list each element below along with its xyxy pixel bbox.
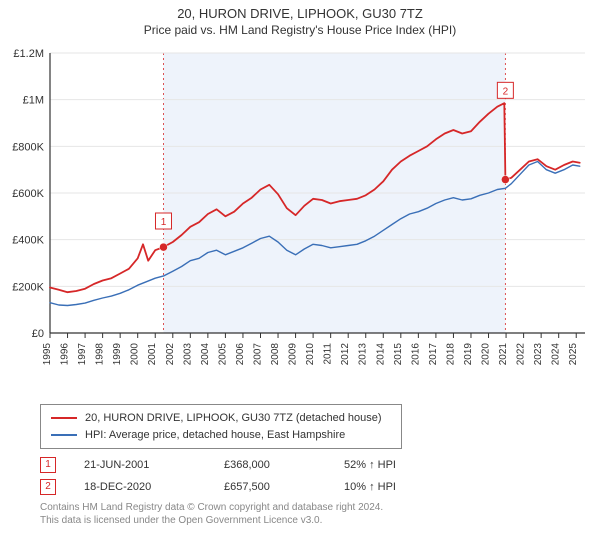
footer-text: Contains HM Land Registry data © Crown c… xyxy=(40,501,600,527)
sale-marker-dot xyxy=(501,176,509,184)
marker-date: 18-DEC-2020 xyxy=(84,481,224,493)
marker-date: 21-JUN-2001 xyxy=(84,459,224,471)
x-tick-label: 1999 xyxy=(112,343,123,366)
sale-marker-dot xyxy=(159,243,167,251)
chart-title: 20, HURON DRIVE, LIPHOOK, GU30 7TZ xyxy=(0,6,600,21)
marker-row: 1 21-JUN-2001£368,00052% ↑ HPI xyxy=(40,457,600,473)
x-tick-label: 2000 xyxy=(130,343,141,366)
x-tick-label: 1995 xyxy=(42,343,53,366)
x-tick-label: 2020 xyxy=(481,343,492,366)
x-tick-label: 2025 xyxy=(568,343,579,366)
x-tick-label: 1998 xyxy=(95,343,106,366)
x-tick-label: 2014 xyxy=(375,343,386,366)
x-tick-label: 2007 xyxy=(252,343,263,366)
legend-row: 20, HURON DRIVE, LIPHOOK, GU30 7TZ (deta… xyxy=(51,410,391,427)
markers-table: 1 21-JUN-2001£368,00052% ↑ HPI 2 18-DEC-202… xyxy=(40,457,600,495)
marker-price: £368,000 xyxy=(224,459,344,471)
x-tick-label: 2011 xyxy=(323,343,334,365)
x-tick-label: 2009 xyxy=(288,343,299,366)
x-tick-label: 2018 xyxy=(445,343,456,366)
x-tick-label: 2013 xyxy=(358,343,369,366)
x-tick-label: 2004 xyxy=(200,343,211,366)
x-tick-label: 2023 xyxy=(533,343,544,366)
y-tick-label: £600K xyxy=(12,188,44,200)
x-tick-label: 2012 xyxy=(340,343,351,366)
x-tick-label: 2021 xyxy=(498,343,509,366)
x-tick-label: 2010 xyxy=(305,343,316,366)
x-tick-label: 2015 xyxy=(393,343,404,366)
x-tick-label: 2008 xyxy=(270,343,281,366)
y-tick-label: £400K xyxy=(12,235,44,247)
x-tick-label: 2016 xyxy=(410,343,421,366)
marker-badge: 1 xyxy=(40,457,56,473)
marker-badge-label: 1 xyxy=(161,217,167,228)
footer-line-2: This data is licensed under the Open Gov… xyxy=(40,514,600,527)
legend-row: HPI: Average price, detached house, East… xyxy=(51,427,391,444)
x-tick-label: 1996 xyxy=(60,343,71,366)
marker-badge: 2 xyxy=(40,479,56,495)
marker-row: 2 18-DEC-2020£657,50010% ↑ HPI xyxy=(40,479,600,495)
legend-swatch xyxy=(51,434,77,436)
marker-pct: 52% ↑ HPI xyxy=(344,459,464,471)
y-tick-label: £200K xyxy=(12,281,44,293)
marker-badge-label: 2 xyxy=(503,86,509,97)
y-tick-label: £800K xyxy=(12,141,44,153)
x-tick-label: 2022 xyxy=(516,343,527,366)
legend-label: 20, HURON DRIVE, LIPHOOK, GU30 7TZ (deta… xyxy=(85,410,382,427)
footer-line-1: Contains HM Land Registry data © Crown c… xyxy=(40,501,600,514)
x-tick-label: 2024 xyxy=(551,343,562,366)
chart-svg: £0 £200K £400K £600K £800K £1M £1.2M 1995 1996 19… xyxy=(5,43,595,398)
x-tick-label: 1997 xyxy=(77,343,88,366)
x-tick-label: 2003 xyxy=(182,343,193,366)
y-tick-label: £1M xyxy=(23,95,44,107)
y-tick-label: £1.2M xyxy=(13,48,44,60)
legend: 20, HURON DRIVE, LIPHOOK, GU30 7TZ (deta… xyxy=(40,404,402,449)
x-tick-label: 2002 xyxy=(165,343,176,366)
chart-area: £0 £200K £400K £600K £800K £1M £1.2M 1995 1996 19… xyxy=(5,43,595,398)
y-tick-label: £0 xyxy=(32,328,44,340)
x-tick-label: 2006 xyxy=(235,343,246,366)
legend-label: HPI: Average price, detached house, East… xyxy=(85,427,345,444)
x-tick-label: 2017 xyxy=(428,343,439,366)
chart-subtitle: Price paid vs. HM Land Registry's House … xyxy=(0,23,600,37)
x-tick-label: 2001 xyxy=(147,343,158,366)
marker-price: £657,500 xyxy=(224,481,344,493)
x-tick-label: 2019 xyxy=(463,343,474,366)
x-tick-label: 2005 xyxy=(217,343,228,366)
marker-pct: 10% ↑ HPI xyxy=(344,481,464,493)
legend-swatch xyxy=(51,417,77,419)
